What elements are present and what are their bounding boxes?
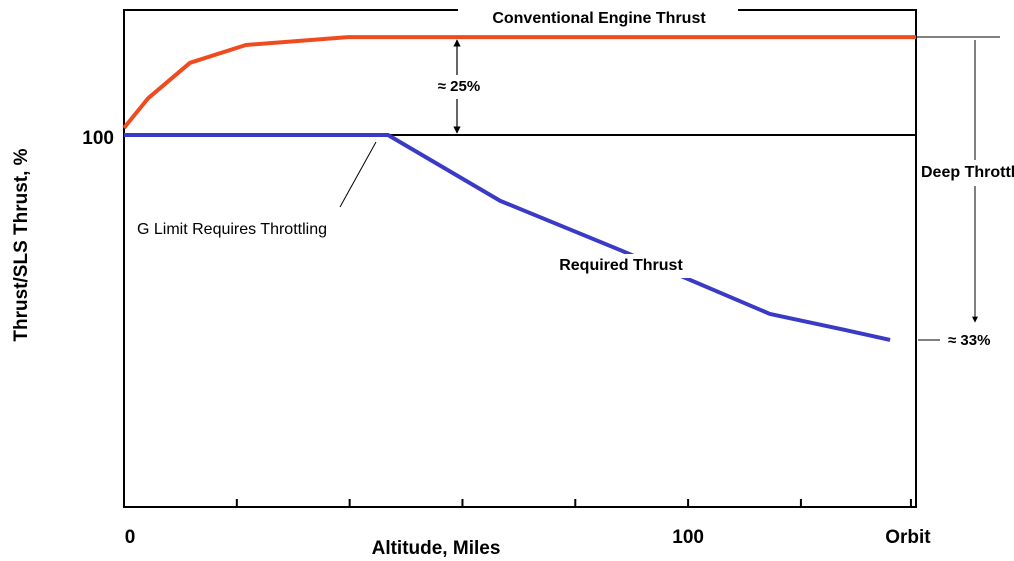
label-bg xyxy=(425,75,495,99)
x-tick-label: 0 xyxy=(125,527,136,548)
annotation: G Limit Requires Throttling xyxy=(137,221,327,238)
label-bg xyxy=(920,160,1012,186)
label-bg xyxy=(458,7,738,29)
series-label: Conventional Engine Thrust xyxy=(492,10,706,27)
x-axis-label: Altitude, Miles xyxy=(372,538,501,559)
plot-frame xyxy=(123,9,917,508)
annotation: ≈ 25% xyxy=(438,78,480,95)
series-line xyxy=(124,132,891,342)
y-axis-label: Thrust/SLS Thrust, % xyxy=(11,148,32,341)
series-line xyxy=(122,35,916,130)
annotation: Deep Throttling xyxy=(921,164,1014,181)
annotation: ≈ 33% xyxy=(948,332,990,349)
x-tick-label: Orbit xyxy=(885,527,931,548)
x-tick-label: 100 xyxy=(672,527,704,548)
label-bg xyxy=(538,254,704,278)
leader-line xyxy=(339,141,377,208)
y-tick-label: 100 xyxy=(82,128,114,149)
series-label: Required Thrust xyxy=(559,257,683,274)
